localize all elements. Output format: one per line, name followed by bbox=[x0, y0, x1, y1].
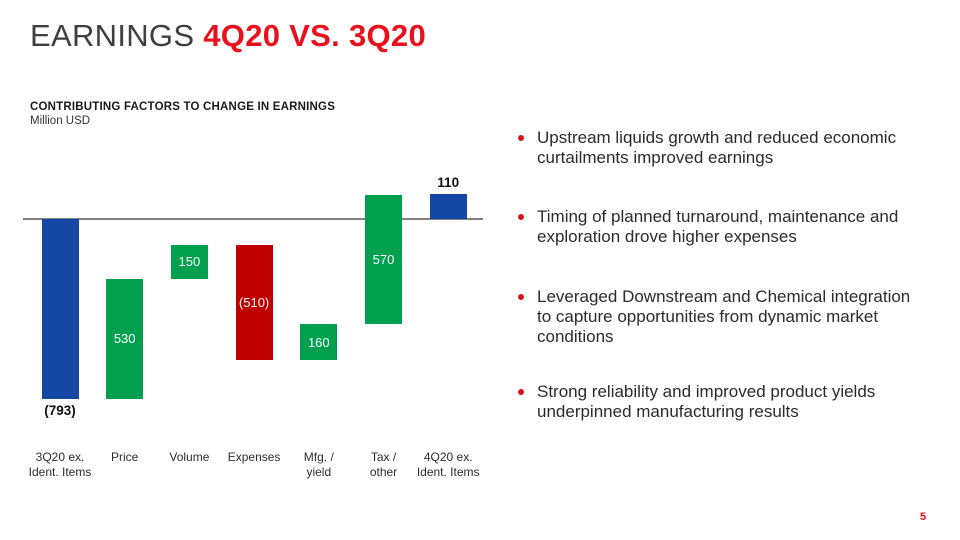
category-label-expenses: Expenses bbox=[227, 450, 281, 464]
value-label-price: 530 bbox=[113, 331, 136, 347]
zero-axis-line bbox=[23, 218, 483, 220]
category-label-3q20-ex-ident-items: 3Q20 ex. Ident. Items bbox=[28, 450, 92, 479]
category-label-tax-other: Tax / other bbox=[369, 450, 398, 479]
category-label-volume: Volume bbox=[169, 450, 210, 464]
bullet-icon bbox=[518, 135, 524, 141]
page-title: EARNINGS 4Q20 VS. 3Q20 bbox=[30, 16, 426, 56]
page-number: 5 bbox=[920, 511, 927, 523]
bar-expenses bbox=[235, 244, 273, 361]
bullet-icon bbox=[518, 294, 524, 300]
category-label-4q20-ex-ident-items: 4Q20 ex. Ident. Items bbox=[416, 450, 480, 479]
value-label-volume: 150 bbox=[178, 254, 201, 270]
bullet-item-3: Leveraged Downstream and Chemical integr… bbox=[518, 287, 922, 347]
page-title-highlight: 4Q20 VS. 3Q20 bbox=[203, 18, 426, 53]
bullet-text: Timing of planned turnaround, maintenanc… bbox=[537, 207, 899, 246]
bar-volume bbox=[170, 244, 208, 279]
bullet-item-1: Upstream liquids growth and reduced econ… bbox=[518, 128, 922, 168]
chart-unit-label: Million USD bbox=[30, 115, 91, 127]
chart-title: CONTRIBUTING FACTORS TO CHANGE IN EARNIN… bbox=[30, 101, 336, 113]
waterfall-chart: (793) 3Q20 ex. Ident. Items 530 Price 150 Volu… bbox=[23, 170, 483, 485]
bullet-icon bbox=[518, 389, 524, 395]
value-label-3q20-ex-ident-items: (793) bbox=[44, 403, 76, 418]
bullet-text: Leveraged Downstream and Chemical integr… bbox=[537, 287, 911, 346]
value-label-4q20-ex-ident-items: 110 bbox=[437, 175, 460, 191]
bullet-item-4: Strong reliability and improved product … bbox=[518, 382, 922, 422]
value-label-expenses: (510) bbox=[238, 295, 270, 311]
page-title-prefix: EARNINGS bbox=[30, 18, 204, 53]
bullet-text: Strong reliability and improved product … bbox=[537, 382, 876, 421]
value-label-tax-other: 570 bbox=[372, 251, 395, 267]
bar-3q20-ex-ident-items bbox=[41, 219, 79, 399]
value-label-mfg-yield: 160 bbox=[307, 334, 330, 350]
bullet-item-2: Timing of planned turnaround, maintenanc… bbox=[518, 207, 922, 247]
bullet-text: Upstream liquids growth and reduced econ… bbox=[537, 128, 897, 167]
bar-4q20-ex-ident-items bbox=[429, 194, 467, 219]
category-label-price: Price bbox=[111, 450, 139, 464]
bullet-icon bbox=[518, 214, 524, 220]
bar-tax-other bbox=[365, 194, 402, 325]
category-label-mfg-yield: Mfg. / yield bbox=[303, 450, 334, 479]
bar-price bbox=[106, 278, 144, 399]
bar-mfg-yield bbox=[300, 324, 338, 361]
